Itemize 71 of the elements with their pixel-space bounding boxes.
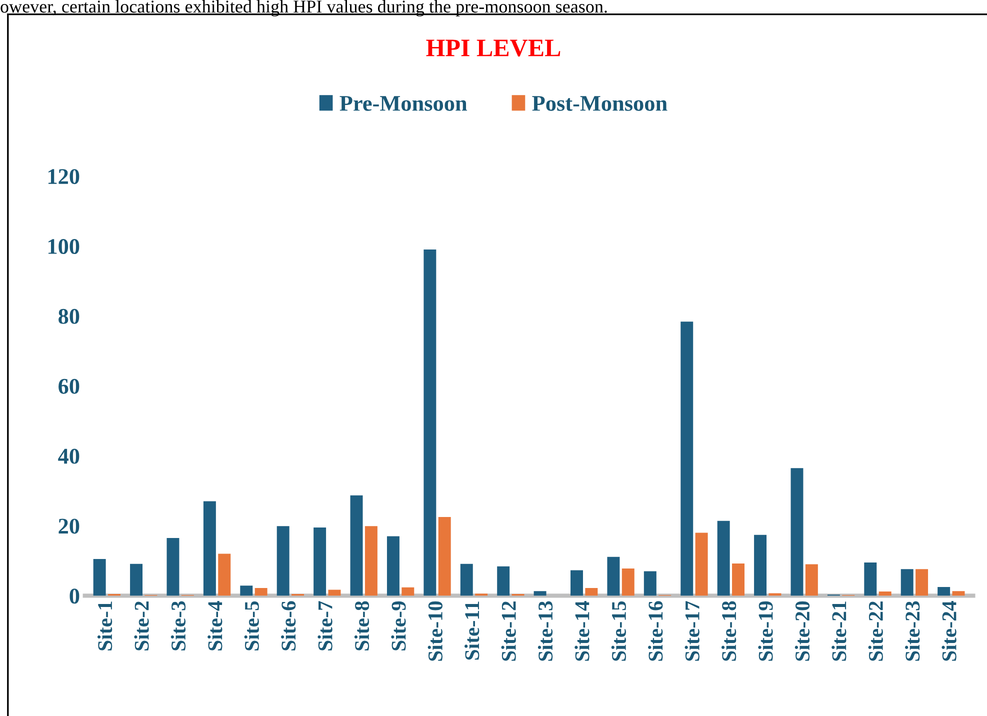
- x-tick-label: Site-24: [942, 600, 956, 661]
- bar: [695, 532, 708, 596]
- x-tick-label: Site-18: [721, 601, 736, 661]
- bar: [717, 520, 730, 596]
- x-tick-label: Site-8: [354, 601, 370, 650]
- bar: [585, 588, 598, 596]
- chart-title: HPI LEVEL: [426, 40, 560, 57]
- x-tick-label: Site-5: [244, 601, 259, 650]
- bar: [570, 570, 583, 596]
- bar: [314, 528, 326, 596]
- bar: [938, 586, 950, 596]
- y-tick-label: 80: [58, 308, 80, 324]
- x-tick-label: Site-22: [868, 601, 883, 661]
- x-tick-label: Site-19: [758, 601, 773, 661]
- bar: [93, 559, 106, 596]
- bar: [607, 556, 620, 596]
- bar: [276, 526, 290, 596]
- bar: [952, 591, 965, 596]
- y-tick-label: 120: [48, 169, 80, 184]
- bar: [900, 569, 914, 596]
- bar: [864, 562, 877, 596]
- bar: [878, 592, 892, 596]
- x-tick-label: Site-2: [134, 601, 149, 650]
- x-tick-label: Site-14: [574, 600, 590, 661]
- y-tick-label: 100: [48, 239, 80, 254]
- bar: [218, 554, 231, 596]
- x-tick-label: Site-12: [501, 601, 516, 661]
- bar: [680, 322, 694, 596]
- x-tick-label: Site-13: [538, 601, 553, 661]
- x-tick-label: Site-16: [648, 601, 663, 661]
- bar: [203, 501, 216, 596]
- y-tick-label: 60: [58, 378, 80, 394]
- bar: [254, 588, 268, 596]
- x-tick-label: Site-10: [428, 601, 442, 661]
- bar: [240, 586, 253, 596]
- bar: [350, 495, 363, 596]
- y-tick-label: 0: [70, 588, 80, 604]
- x-tick-label: Site-7: [318, 601, 332, 650]
- bar: [328, 590, 341, 596]
- bar: [166, 538, 180, 596]
- bar: [438, 517, 451, 596]
- x-tick-label: Site-17: [684, 601, 700, 661]
- bar: [644, 571, 656, 596]
- y-tick-label: 20: [58, 518, 80, 534]
- bar: [364, 526, 378, 596]
- x-tick-label: Site-15: [611, 601, 626, 661]
- y-tick-label: 40: [58, 448, 80, 464]
- bar: [497, 566, 510, 596]
- bar: [130, 564, 143, 596]
- bar: [622, 568, 634, 596]
- x-tick-label: Site-6: [280, 601, 296, 650]
- bar: [534, 591, 546, 596]
- bar: [790, 468, 804, 596]
- bar: [754, 534, 767, 596]
- bar: [460, 564, 473, 596]
- bar: [805, 564, 818, 596]
- x-tick-label: Site-4: [208, 600, 222, 650]
- x-tick-label: Site-21: [832, 602, 846, 661]
- bar: [916, 569, 928, 596]
- x-tick-label: Site-1: [97, 602, 112, 650]
- bar: [402, 587, 414, 596]
- x-tick-label: Site-11: [464, 602, 480, 660]
- legend-label: Pre-Monsoon: [340, 96, 468, 111]
- x-tick-label: Site-20: [794, 601, 810, 661]
- legend-label: Post-Monsoon: [532, 96, 668, 111]
- x-tick-label: Site-3: [170, 601, 186, 650]
- bar: [386, 536, 400, 596]
- bar: [424, 250, 436, 596]
- x-tick-label: Site-9: [391, 601, 406, 650]
- bar: [732, 564, 744, 596]
- x-tick-label: Site-23: [905, 601, 920, 661]
